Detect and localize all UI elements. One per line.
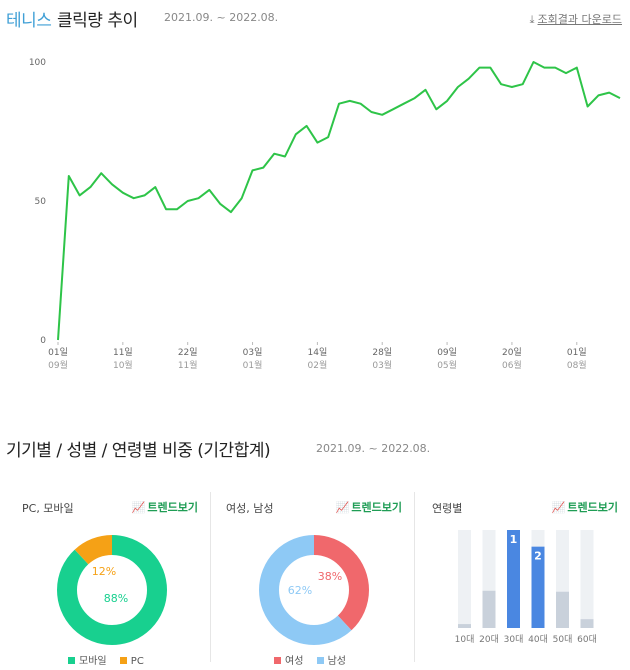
age-panel-title: 연령별 [432,502,463,515]
y-tick-label: 100 [29,58,46,68]
x-tick-month: 11월 [178,359,198,371]
age-bar [507,530,520,628]
x-tick-month: 06월 [502,359,522,371]
legend-item-pc: PC [119,656,144,667]
female-swatch [274,657,281,664]
device-donut-chart: 88% 12% [57,535,167,645]
x-tick-day: 22일 [178,347,198,358]
legend-item-mobile: 모바일 [68,656,107,667]
x-tick-month: 03월 [372,359,392,371]
trend-header: 테니스 클릭량 추이 2021.09. ~ 2022.08. ⤓ 조회결과 다운로… [6,6,624,32]
donut-slice-1 [259,535,369,645]
device-panel: PC, 모바일 📈 트렌드보기 88% 12% 모바일 PC [6,492,206,668]
age-bar-track [458,530,471,628]
age-bar [482,590,496,628]
age-rank-label: 2 [534,550,542,563]
gender-donut-chart: 38% 62% [259,535,369,645]
gender-trend-button[interactable]: 📈 트렌드보기 [336,499,402,515]
device-trend-button[interactable]: 📈 트렌드보기 [132,499,198,515]
trend-chart-icon: 📈 [551,501,566,514]
legend-label-male: 남성 [327,656,346,667]
series-line [57,61,621,341]
age-panel: 연령별 📈 트렌드보기 10대 20대 1 30대 2 40대 50대 60대 [416,492,626,668]
donut-slice-1 [57,535,167,645]
pc-swatch [119,657,127,664]
x-tick-day: 09일 [437,347,457,358]
mobile-swatch [68,657,75,664]
legend-item-male: 남성 [316,656,346,667]
x-tick-month: 08월 [567,359,587,371]
gender-legend: 여성 남성 [274,652,356,667]
trend-chart-icon: 📈 [335,501,350,514]
chart-title: 클릭량 추이 [57,11,138,31]
x-tick-day: 11일 [113,347,133,358]
x-tick-month: 01월 [243,359,263,371]
legend-label-mobile: 모바일 [79,656,107,667]
donut-slice-0 [57,535,167,645]
slice-percent-label: 12% [92,565,116,578]
slice-percent-label: 88% [104,592,128,605]
panel-divider [414,492,415,662]
x-tick-day: 28일 [372,347,392,358]
x-tick-day: 01일 [567,347,587,358]
ratio-section-period: 2021.09. ~ 2022.08. [316,442,431,455]
legend-label-female: 여성 [285,656,304,667]
keyword-title: 테니스 [6,11,52,31]
age-bar [580,619,594,628]
panel-divider [210,492,211,662]
x-tick-day: 01일 [48,347,68,358]
click-trend-line-chart: 05010001일09월11일10월22일11월03일01월14일02월28일0… [29,58,621,371]
device-panel-title: PC, 모바일 [22,502,74,515]
gender-panel-title: 여성, 남성 [226,502,274,515]
y-tick-label: 50 [35,197,47,207]
age-bar-track [580,530,594,628]
gender-panel: 여성, 남성 📈 트렌드보기 38% 62% 여성 남성 [210,492,410,668]
period-label: 2021.09. ~ 2022.08. [164,11,279,24]
x-tick-month: 05월 [437,359,457,371]
age-category-label: 60대 [577,634,597,645]
trend-chart-icon: 📈 [131,501,146,514]
legend-item-female: 여성 [274,656,303,667]
x-tick-day: 03일 [243,347,263,358]
age-bar-chart: 10대 20대 1 30대 2 40대 50대 60대 [455,530,597,645]
age-category-label: 20대 [479,634,499,645]
trend-label: 트렌드보기 [351,501,402,514]
slice-percent-label: 38% [318,570,342,583]
x-tick-month: 09월 [48,359,68,371]
age-rank-label: 1 [510,533,518,546]
male-swatch [316,657,324,664]
x-tick-day: 20일 [502,347,522,358]
ratio-section-title: 기기별 / 성별 / 연령별 비중 (기간합계) [6,441,271,461]
age-bar [531,546,545,628]
age-category-label: 40대 [528,634,548,645]
download-icon: ⤓ [529,13,535,26]
ratio-section-header: 기기별 / 성별 / 연령별 비중 (기간합계) 2021.09. ~ 2022… [6,436,624,461]
legend-label-pc: PC [130,656,144,667]
age-bar [458,624,471,628]
y-tick-label: 0 [40,336,46,346]
trend-label: 트렌드보기 [567,501,618,514]
download-label: 조회결과 다운로드 [537,13,622,26]
device-legend: 모바일 PC [68,652,154,667]
download-results-link[interactable]: ⤓ 조회결과 다운로드 [530,11,622,27]
age-category-label: 50대 [553,634,573,645]
age-bar [556,591,569,628]
x-tick-month: 02월 [308,359,328,371]
x-tick-month: 10월 [113,359,133,371]
slice-percent-label: 62% [288,584,312,597]
x-tick-day: 14일 [308,347,328,358]
age-trend-button[interactable]: 📈 트렌드보기 [552,499,618,515]
trend-label: 트렌드보기 [147,501,198,514]
age-category-label: 30대 [504,634,524,645]
age-category-label: 10대 [455,634,475,645]
